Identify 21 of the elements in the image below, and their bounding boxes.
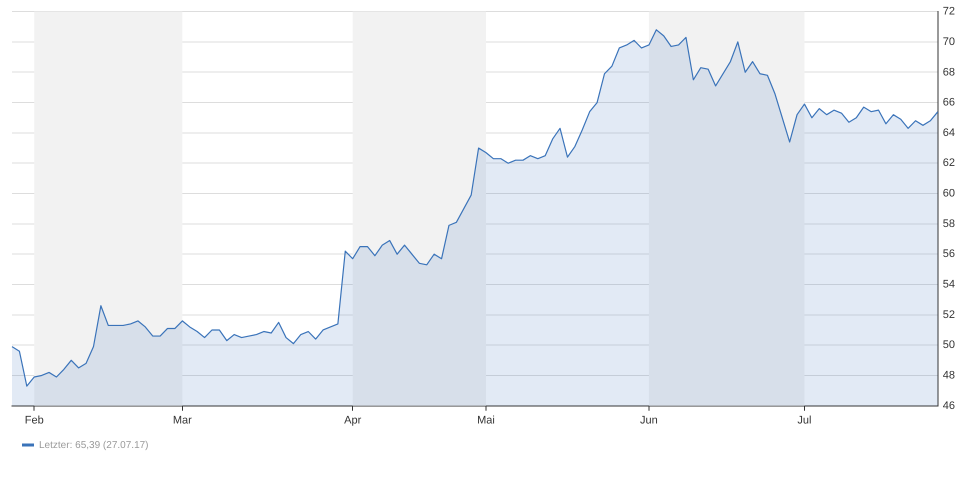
y-tick-label: 48	[942, 370, 956, 382]
x-tick-label: Jun	[640, 414, 658, 426]
y-tick-label: 50	[942, 339, 956, 352]
y-tick-label: 58	[942, 218, 956, 230]
x-tick-label: Jul	[797, 414, 812, 426]
legend-label: Letzter: 65,39 (27.07.17)	[39, 440, 149, 451]
y-tick-label: 52	[942, 308, 956, 321]
x-tick-label: Feb	[24, 414, 44, 426]
y-tick-label: 66	[942, 96, 956, 109]
x-tick-label: Mar	[172, 414, 192, 426]
y-tick-label: 46	[942, 400, 956, 412]
x-tick-label: Apr	[344, 414, 362, 426]
y-tick-label: 70	[942, 36, 956, 48]
y-tick-label: 68	[942, 66, 956, 78]
y-tick-label: 56	[942, 248, 956, 260]
y-tick-label: 72	[942, 6, 956, 18]
y-tick-label: 62	[942, 157, 956, 170]
y-tick-label: 60	[942, 188, 956, 200]
y-tick-label: 64	[942, 126, 956, 139]
x-tick-label: Mai	[477, 414, 495, 426]
y-tick-label: 54	[942, 278, 956, 291]
